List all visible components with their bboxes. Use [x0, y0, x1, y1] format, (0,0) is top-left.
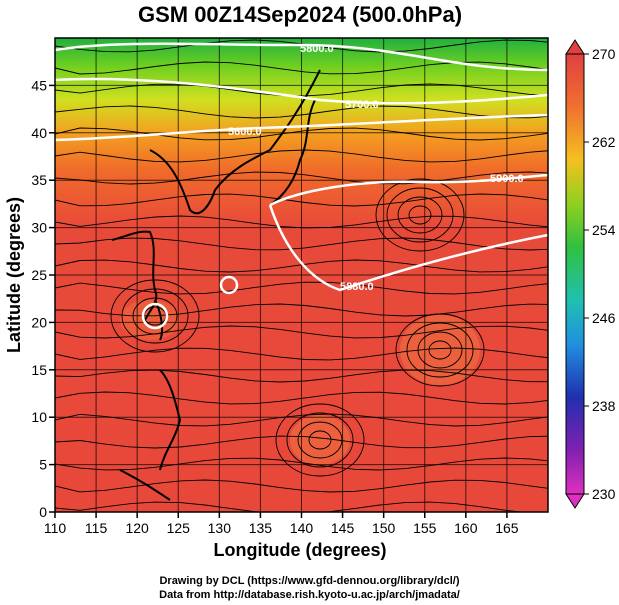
- x-tick-label: 120: [125, 520, 149, 536]
- x-tick-label: 135: [249, 520, 273, 536]
- streamlines: [55, 39, 548, 512]
- x-tick-label: 165: [495, 520, 519, 536]
- y-tick-label: 40: [31, 125, 47, 141]
- streamline: [55, 413, 548, 427]
- vortex-streamline: [386, 187, 454, 243]
- x-tick-label: 160: [454, 520, 478, 536]
- y-tick-label: 30: [31, 220, 47, 236]
- streamline: [55, 303, 548, 317]
- x-axis-label: Longitude (degrees): [213, 540, 386, 560]
- streamline: [55, 391, 548, 405]
- y-axis: 0 5 10 15 20 25 30 35 40 45: [31, 77, 55, 520]
- x-tick-label: 155: [413, 520, 437, 536]
- streamline: [55, 479, 548, 493]
- vortex-streamline: [417, 331, 463, 369]
- vortex-streamline: [397, 196, 443, 234]
- contour-5900: [268, 173, 548, 292]
- streamline: [55, 457, 548, 471]
- contour-label-5: 5880.0: [340, 281, 374, 293]
- x-tick-label: 150: [372, 520, 396, 536]
- streamline: [55, 193, 548, 207]
- x-tick-label: 110: [44, 520, 67, 536]
- vortex-streamline: [297, 421, 343, 459]
- contour-label-3: 5600.0: [228, 126, 262, 138]
- y-tick-label: 45: [31, 77, 47, 93]
- streamline: [55, 171, 548, 185]
- contour-label-4: 5900.0: [490, 173, 524, 185]
- y-tick-label: 15: [31, 362, 47, 378]
- colorbar-tick-label: 238: [592, 398, 616, 414]
- contour-5700: [55, 77, 548, 105]
- colorbar-tick-label: 270: [592, 46, 616, 62]
- y-axis-label: Latitude (degrees): [4, 197, 24, 353]
- y-tick-label: 25: [31, 267, 47, 283]
- colorbar-bar: [565, 53, 585, 495]
- streamline: [55, 61, 548, 75]
- colorbar-tick-label: 246: [592, 310, 616, 326]
- streamline: [55, 259, 548, 273]
- vortex-streamline: [428, 340, 452, 360]
- colorbar-top-arrow: [565, 39, 585, 55]
- contour-typhoon-2: [219, 275, 239, 295]
- streamline: [55, 325, 548, 339]
- vortex-streamline: [132, 297, 178, 335]
- streamline: [55, 281, 548, 295]
- x-tick-label: 115: [85, 520, 108, 536]
- streamline: [55, 215, 548, 229]
- y-tick-label: 35: [31, 172, 47, 188]
- contour-label-1: 5800.0: [300, 43, 334, 55]
- vortex-streamline: [286, 412, 354, 468]
- colorbar-tick-label: 254: [592, 222, 616, 238]
- height-contours: [55, 42, 548, 330]
- contour-typhoon-1: [141, 302, 169, 330]
- vortex-streamline: [110, 279, 200, 353]
- contour-5800: [55, 42, 548, 72]
- footer-credit-dcl: Drawing by DCL (https://www.gfd-dennou.o…: [159, 575, 460, 587]
- colorbar-tick-label: 262: [592, 134, 616, 150]
- vortex-streamline: [375, 178, 465, 252]
- x-tick-label: 130: [208, 520, 232, 536]
- streamline: [55, 347, 548, 361]
- y-tick-label: 0: [39, 504, 47, 520]
- y-tick-label: 5: [39, 457, 47, 473]
- x-tick-label: 125: [167, 520, 191, 536]
- chart-title: GSM 00Z14Sep2024 (500.0hPa): [137, 2, 463, 27]
- colorbar-tick-label: 230: [592, 486, 616, 502]
- streamline: [55, 83, 548, 97]
- vortex-streamline: [406, 322, 474, 378]
- footer-credit-data: Data from http://database.rish.kyoto-u.a…: [159, 589, 460, 601]
- streamline: [55, 501, 526, 512]
- streamline: [55, 149, 548, 163]
- vortex-streamline: [121, 288, 189, 344]
- vortex-streamline: [308, 430, 332, 450]
- streamline: [55, 435, 548, 449]
- x-tick-label: 140: [290, 520, 314, 536]
- vortex-streamline: [408, 205, 432, 225]
- y-tick-label: 10: [31, 409, 47, 425]
- x-axis: 110 115 120 125 130 135 140 145 150 155 160 165: [44, 512, 519, 536]
- streamline: [55, 127, 548, 141]
- colorbar: 270 262 254 246 238 230: [565, 39, 616, 509]
- streamline: [55, 105, 548, 119]
- vortex-streamline: [275, 403, 365, 477]
- contour-5600: [55, 113, 548, 142]
- y-tick-label: 20: [31, 314, 47, 330]
- x-tick-label: 145: [331, 520, 355, 536]
- contour-label-2: 5700.0: [345, 99, 379, 111]
- colorbar-bottom-arrow: [565, 493, 585, 509]
- vortex-streamline: [395, 313, 485, 387]
- streamline: [55, 237, 548, 251]
